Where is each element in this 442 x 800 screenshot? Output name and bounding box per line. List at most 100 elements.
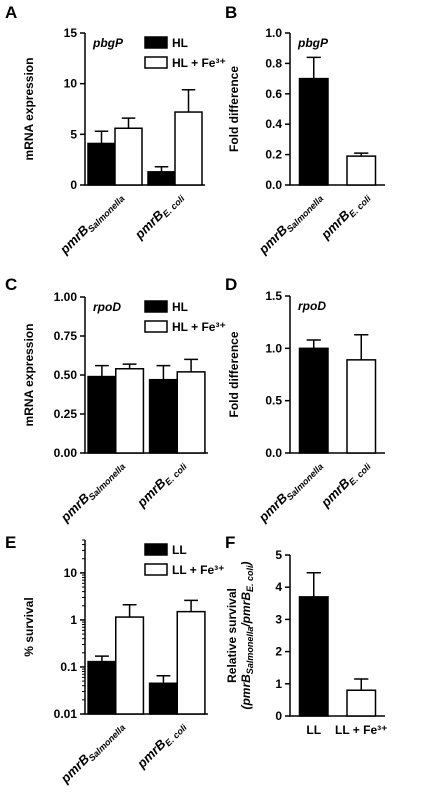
bar [115,368,145,454]
error-bar [354,678,369,691]
bar [87,660,117,715]
y-label-part: /pmrB [239,592,253,628]
y-tick-label: 1.0 [265,341,282,355]
panel-label: E [5,533,16,552]
bar [115,616,145,715]
error-bar [122,604,137,618]
annotation: pbgP [297,36,329,50]
y-label: mRNA expression [22,58,36,161]
x-tick-label: pmrBE. coli [317,456,373,512]
error-bar [94,364,109,377]
error-bar [354,333,369,360]
y-label: Fold difference [227,331,241,417]
y-tick-label: 1 [275,677,282,691]
x-tick-label: pmrBE. coli [317,188,373,244]
y-tick-label: 4 [275,580,282,594]
y-tick-label: 1.0 [265,26,282,40]
y-tick-label: 15 [64,26,78,40]
error-bar [181,88,196,113]
bar [298,347,329,454]
y-tick-label: 10 [64,77,78,91]
error-bar [184,358,199,372]
annotation: rpoD [298,299,326,313]
category-subscript: E. coli [347,193,373,219]
error-bar [156,364,171,380]
x-tick-label: pmrBSalmonella [255,457,325,527]
bar [87,142,116,186]
category-subscript: Salmonella [86,193,127,234]
y-tick-label: 0.75 [54,329,78,343]
bar [148,378,178,454]
y-tick-label: 0.0 [265,178,282,192]
legend-swatch [144,563,168,576]
legend-swatch [144,36,168,49]
bar [147,171,176,186]
bar [114,127,143,186]
y-tick-label: 2 [275,645,282,659]
error-bar [94,655,109,662]
y-label-line2: (pmrBSalmonella/pmrBE. coli) [239,561,255,709]
y-tick-label: 5 [275,548,282,562]
category-subscript: Salmonella [285,193,326,234]
x-tick-label: pmrBSalmonella [255,189,325,259]
y-tick-label: 0.00 [54,446,78,460]
category-subscript: E. coli [347,461,373,487]
panel-5: F Relative survival(pmrBSalmonella/pmrBE.… [225,533,387,737]
legend-swatch [144,320,168,333]
x-tick-label: LL + Fe³⁺ [335,723,387,737]
legend-label: LL + Fe³⁺ [172,563,224,577]
y-label: Fold difference [227,66,241,152]
bar [298,596,329,717]
bar [148,682,178,715]
x-tick-label: pmrBSalmonella [57,718,127,788]
x-tick-label: pmrBE. coli [133,456,189,512]
x-tick-label: pmrBE. coli [133,717,189,773]
y-label-part: Salmonella [245,627,255,675]
panel-label: D [225,275,237,294]
y-label: % survival [22,597,36,656]
legend-label: HL [172,36,188,50]
panel-label: F [225,533,235,552]
y-label-part: (pmrB [239,674,253,710]
y-label-part: ) [239,561,253,567]
bar [346,689,377,717]
error-bar [121,117,136,129]
error-bar [154,166,169,172]
error-bar [306,339,321,349]
legend-label: HL [172,300,188,314]
y-tick-label: 0 [275,709,282,723]
y-tick-label: 1 [70,613,77,627]
y-label-part: E. coli [245,565,255,592]
y-tick-label: 0.6 [265,87,282,101]
y-tick-label: 1.00 [54,290,78,304]
x-tick-label: pmrBSalmonella [57,457,127,527]
bar [346,359,377,454]
legend-label: HL + Fe³⁺ [172,320,226,334]
panel-label: B [225,3,237,22]
bar [176,610,206,715]
error-bar [184,599,199,612]
annotation: rpoD [93,300,121,314]
error-bar [94,130,109,144]
annotation: pbgP [92,36,124,50]
y-tick-label: 0.01 [54,707,78,721]
y-label: Relative survival [225,588,239,683]
category-subscript: Salmonella [285,461,326,502]
error-bar [306,56,321,79]
legend-label: LL [172,543,187,557]
y-tick-label: 0.0 [265,446,282,460]
y-tick-label: 0.50 [54,368,78,382]
y-tick-label: 0.25 [54,407,78,421]
category-subscript: Salmonella [87,461,128,502]
legend-swatch [144,300,168,313]
y-tick-label: 0.5 [265,394,282,408]
bar [346,155,377,186]
panel-label: A [5,3,17,22]
y-tick-label: 0.2 [265,148,282,162]
y-tick-label: 0.8 [265,56,282,70]
